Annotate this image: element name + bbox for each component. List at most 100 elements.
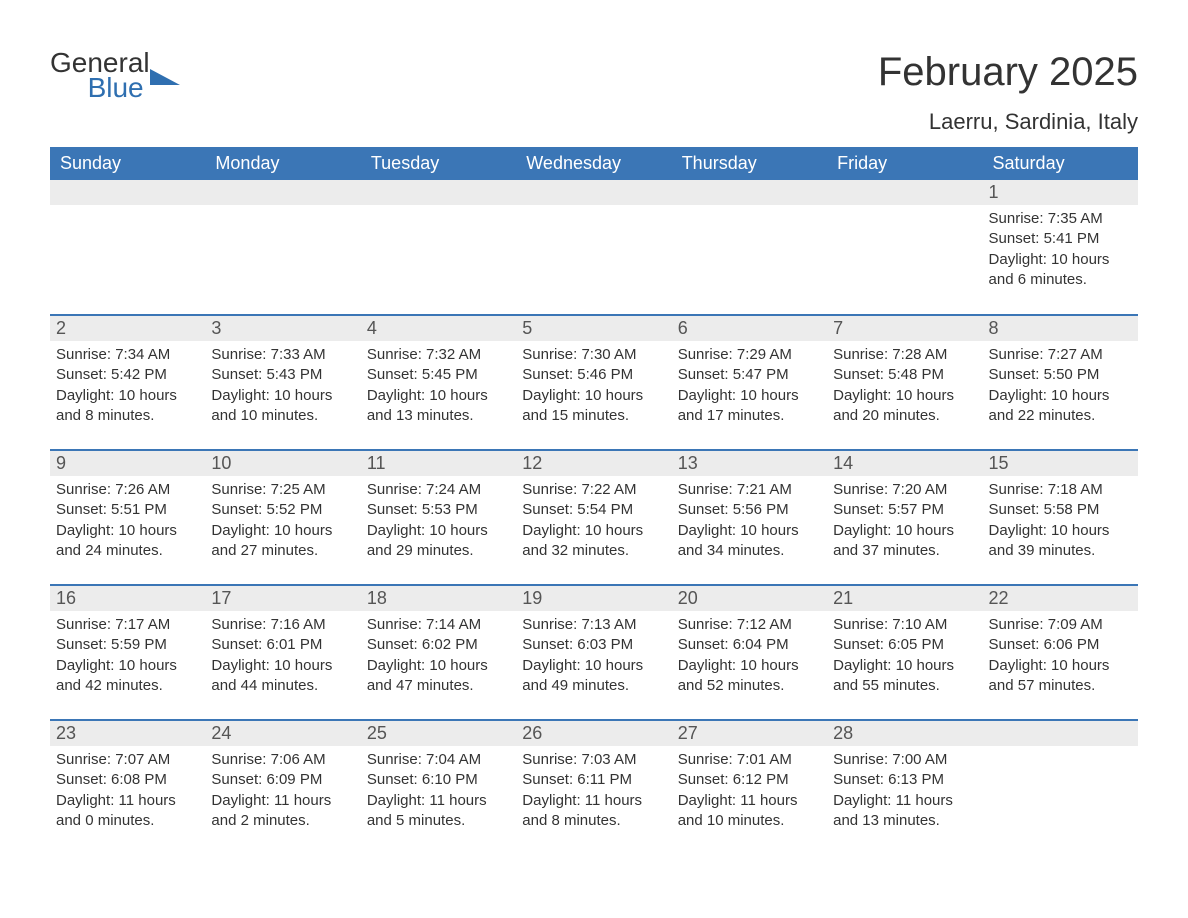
sunset-text: Sunset: 6:03 PM	[522, 635, 665, 655]
daylight-line2: and 6 minutes.	[989, 270, 1132, 290]
sunrise-text: Sunrise: 7:09 AM	[989, 615, 1132, 635]
day-cell: 14Sunrise: 7:20 AMSunset: 5:57 PMDayligh…	[827, 450, 982, 585]
day-cell: 3Sunrise: 7:33 AMSunset: 5:43 PMDaylight…	[205, 315, 360, 450]
day-cell: 5Sunrise: 7:30 AMSunset: 5:46 PMDaylight…	[516, 315, 671, 450]
daylight-line2: and 0 minutes.	[56, 811, 199, 831]
day-number: 14	[827, 451, 982, 476]
day-cell	[50, 180, 205, 315]
sunset-text: Sunset: 5:45 PM	[367, 365, 510, 385]
day-cell: 16Sunrise: 7:17 AMSunset: 5:59 PMDayligh…	[50, 585, 205, 720]
daylight-line2: and 55 minutes.	[833, 676, 976, 696]
daylight-line1: Daylight: 10 hours	[211, 656, 354, 676]
day-number-bar	[205, 180, 360, 205]
day-details: Sunrise: 7:13 AMSunset: 6:03 PMDaylight:…	[516, 611, 671, 702]
daylight-line2: and 37 minutes.	[833, 541, 976, 561]
day-details: Sunrise: 7:20 AMSunset: 5:57 PMDaylight:…	[827, 476, 982, 567]
daylight-line1: Daylight: 10 hours	[367, 521, 510, 541]
sunrise-text: Sunrise: 7:26 AM	[56, 480, 199, 500]
week-row: 2Sunrise: 7:34 AMSunset: 5:42 PMDaylight…	[50, 315, 1138, 450]
day-cell: 10Sunrise: 7:25 AMSunset: 5:52 PMDayligh…	[205, 450, 360, 585]
daylight-line1: Daylight: 10 hours	[522, 386, 665, 406]
sunset-text: Sunset: 6:12 PM	[678, 770, 821, 790]
day-number: 5	[516, 316, 671, 341]
sunset-text: Sunset: 6:05 PM	[833, 635, 976, 655]
day-details: Sunrise: 7:18 AMSunset: 5:58 PMDaylight:…	[983, 476, 1138, 567]
day-cell	[983, 720, 1138, 855]
week-row: 1Sunrise: 7:35 AMSunset: 5:41 PMDaylight…	[50, 180, 1138, 315]
day-number: 16	[50, 586, 205, 611]
sunset-text: Sunset: 5:43 PM	[211, 365, 354, 385]
day-cell: 25Sunrise: 7:04 AMSunset: 6:10 PMDayligh…	[361, 720, 516, 855]
sunset-text: Sunset: 6:08 PM	[56, 770, 199, 790]
daylight-line2: and 10 minutes.	[211, 406, 354, 426]
daylight-line1: Daylight: 10 hours	[522, 521, 665, 541]
brand-bottom: Blue	[88, 75, 144, 100]
day-cell	[827, 180, 982, 315]
day-cell: 13Sunrise: 7:21 AMSunset: 5:56 PMDayligh…	[672, 450, 827, 585]
day-cell: 26Sunrise: 7:03 AMSunset: 6:11 PMDayligh…	[516, 720, 671, 855]
day-cell: 4Sunrise: 7:32 AMSunset: 5:45 PMDaylight…	[361, 315, 516, 450]
sunset-text: Sunset: 5:58 PM	[989, 500, 1132, 520]
daylight-line1: Daylight: 10 hours	[678, 656, 821, 676]
day-number: 6	[672, 316, 827, 341]
day-details: Sunrise: 7:07 AMSunset: 6:08 PMDaylight:…	[50, 746, 205, 837]
daylight-line1: Daylight: 10 hours	[833, 656, 976, 676]
daylight-line2: and 39 minutes.	[989, 541, 1132, 561]
daylight-line1: Daylight: 11 hours	[833, 791, 976, 811]
sunset-text: Sunset: 5:42 PM	[56, 365, 199, 385]
daylight-line1: Daylight: 11 hours	[522, 791, 665, 811]
daylight-line1: Daylight: 11 hours	[56, 791, 199, 811]
day-header: Friday	[827, 147, 982, 180]
day-number-bar	[827, 180, 982, 205]
sunrise-text: Sunrise: 7:34 AM	[56, 345, 199, 365]
day-number-bar	[672, 180, 827, 205]
sunset-text: Sunset: 5:50 PM	[989, 365, 1132, 385]
sunrise-text: Sunrise: 7:35 AM	[989, 209, 1132, 229]
sunset-text: Sunset: 5:51 PM	[56, 500, 199, 520]
day-number-bar	[361, 180, 516, 205]
sunset-text: Sunset: 6:06 PM	[989, 635, 1132, 655]
day-cell	[672, 180, 827, 315]
day-details: Sunrise: 7:26 AMSunset: 5:51 PMDaylight:…	[50, 476, 205, 567]
day-details: Sunrise: 7:28 AMSunset: 5:48 PMDaylight:…	[827, 341, 982, 432]
day-number: 3	[205, 316, 360, 341]
daylight-line2: and 52 minutes.	[678, 676, 821, 696]
sunset-text: Sunset: 6:11 PM	[522, 770, 665, 790]
day-cell: 20Sunrise: 7:12 AMSunset: 6:04 PMDayligh…	[672, 585, 827, 720]
day-number-bar	[50, 180, 205, 205]
sunrise-text: Sunrise: 7:03 AM	[522, 750, 665, 770]
daylight-line1: Daylight: 10 hours	[211, 386, 354, 406]
day-cell: 7Sunrise: 7:28 AMSunset: 5:48 PMDaylight…	[827, 315, 982, 450]
day-details: Sunrise: 7:06 AMSunset: 6:09 PMDaylight:…	[205, 746, 360, 837]
day-header: Tuesday	[361, 147, 516, 180]
day-details: Sunrise: 7:33 AMSunset: 5:43 PMDaylight:…	[205, 341, 360, 432]
day-cell: 6Sunrise: 7:29 AMSunset: 5:47 PMDaylight…	[672, 315, 827, 450]
daylight-line2: and 27 minutes.	[211, 541, 354, 561]
day-details: Sunrise: 7:00 AMSunset: 6:13 PMDaylight:…	[827, 746, 982, 837]
daylight-line2: and 29 minutes.	[367, 541, 510, 561]
sunrise-text: Sunrise: 7:28 AM	[833, 345, 976, 365]
sunset-text: Sunset: 6:04 PM	[678, 635, 821, 655]
daylight-line2: and 2 minutes.	[211, 811, 354, 831]
day-number: 10	[205, 451, 360, 476]
header: General Blue February 2025 Laerru, Sardi…	[50, 50, 1138, 135]
daylight-line1: Daylight: 10 hours	[989, 521, 1132, 541]
day-number: 20	[672, 586, 827, 611]
daylight-line1: Daylight: 10 hours	[56, 386, 199, 406]
day-number: 18	[361, 586, 516, 611]
daylight-line2: and 34 minutes.	[678, 541, 821, 561]
sunset-text: Sunset: 6:09 PM	[211, 770, 354, 790]
day-details: Sunrise: 7:24 AMSunset: 5:53 PMDaylight:…	[361, 476, 516, 567]
daylight-line1: Daylight: 10 hours	[56, 521, 199, 541]
daylight-line2: and 24 minutes.	[56, 541, 199, 561]
sunrise-text: Sunrise: 7:32 AM	[367, 345, 510, 365]
day-details: Sunrise: 7:17 AMSunset: 5:59 PMDaylight:…	[50, 611, 205, 702]
day-cell: 19Sunrise: 7:13 AMSunset: 6:03 PMDayligh…	[516, 585, 671, 720]
day-number: 19	[516, 586, 671, 611]
sunrise-text: Sunrise: 7:06 AM	[211, 750, 354, 770]
calendar-table: SundayMondayTuesdayWednesdayThursdayFrid…	[50, 147, 1138, 855]
day-cell: 22Sunrise: 7:09 AMSunset: 6:06 PMDayligh…	[983, 585, 1138, 720]
day-number: 21	[827, 586, 982, 611]
sunset-text: Sunset: 5:59 PM	[56, 635, 199, 655]
day-number: 28	[827, 721, 982, 746]
